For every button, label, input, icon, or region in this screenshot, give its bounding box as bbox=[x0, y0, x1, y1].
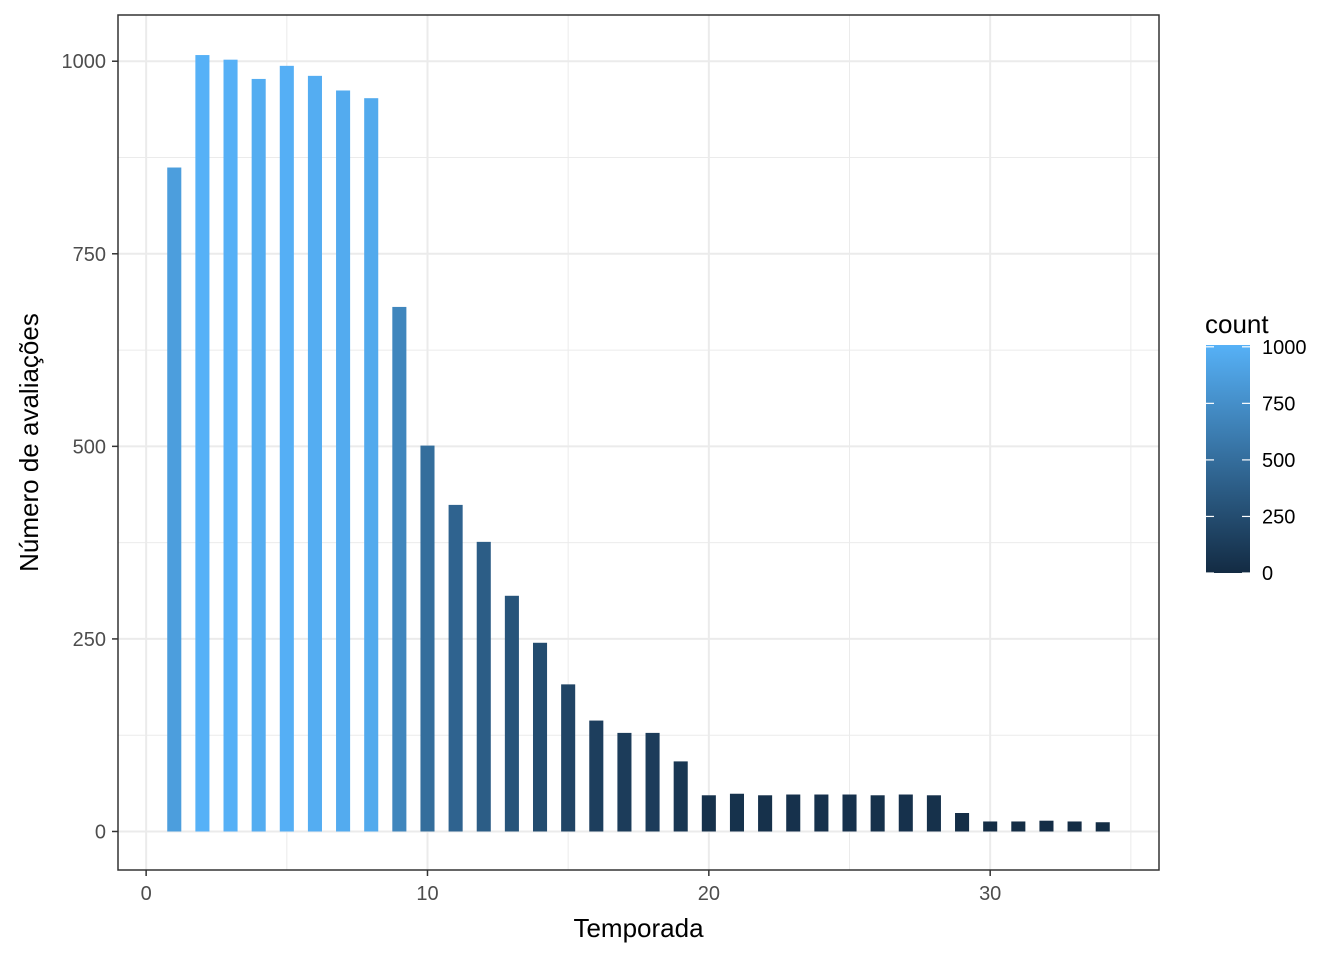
bar-temporada-15 bbox=[561, 684, 576, 832]
bar-temporada-23 bbox=[786, 794, 801, 832]
bar-temporada-8 bbox=[364, 98, 379, 832]
bar-temporada-16 bbox=[589, 720, 604, 832]
y-tick-label: 1000 bbox=[62, 51, 107, 73]
legend-label: 0 bbox=[1262, 563, 1273, 585]
bar-temporada-12 bbox=[476, 541, 491, 832]
x-axis-title: Temporada bbox=[573, 913, 704, 943]
y-axis-title: Número de avaliações bbox=[14, 313, 44, 572]
bar-temporada-3 bbox=[223, 59, 238, 832]
bar-temporada-32 bbox=[1039, 820, 1054, 832]
bar-temporada-11 bbox=[448, 504, 463, 832]
y-tick-label: 0 bbox=[95, 821, 106, 843]
bar-temporada-7 bbox=[336, 90, 351, 832]
bar-temporada-10 bbox=[420, 445, 435, 832]
bar-temporada-34 bbox=[1095, 822, 1110, 832]
bar-temporada-13 bbox=[504, 595, 519, 832]
bar-temporada-25 bbox=[842, 794, 857, 832]
bar-temporada-2 bbox=[195, 55, 210, 832]
bar-temporada-30 bbox=[983, 821, 998, 832]
bar-temporada-1 bbox=[167, 167, 182, 832]
x-tick-label: 10 bbox=[416, 883, 438, 905]
y-tick-label: 250 bbox=[73, 629, 106, 651]
bar-temporada-26 bbox=[870, 795, 885, 832]
bar-temporada-4 bbox=[251, 78, 266, 832]
bars bbox=[167, 55, 1110, 832]
legend-colorbar bbox=[1206, 345, 1250, 573]
bar-temporada-6 bbox=[307, 75, 322, 832]
bar-temporada-27 bbox=[898, 794, 913, 832]
axis-ticks: 0 10 20 30 0 250 500 750 1000 bbox=[62, 51, 1002, 905]
legend-label: 500 bbox=[1262, 450, 1295, 472]
y-tick-label: 500 bbox=[73, 436, 106, 458]
legend: count 0 250 500 750 1000 bbox=[1205, 309, 1307, 585]
legend-label: 250 bbox=[1262, 506, 1295, 528]
bar-temporada-31 bbox=[1011, 821, 1026, 832]
bar-temporada-29 bbox=[955, 813, 970, 832]
legend-label: 750 bbox=[1262, 393, 1295, 415]
bar-temporada-21 bbox=[729, 793, 745, 832]
y-tick-label: 750 bbox=[73, 244, 106, 266]
bar-temporada-22 bbox=[758, 795, 773, 832]
bar-temporada-5 bbox=[279, 65, 294, 832]
bar-temporada-24 bbox=[814, 794, 829, 832]
bar-temporada-33 bbox=[1067, 821, 1082, 832]
legend-title: count bbox=[1205, 309, 1269, 339]
legend-ticks: 0 250 500 750 1000 bbox=[1206, 337, 1307, 585]
bar-temporada-19 bbox=[673, 761, 688, 832]
grid bbox=[118, 15, 1159, 870]
panel-border bbox=[117, 14, 1160, 871]
bar-temporada-18 bbox=[645, 732, 660, 832]
bar-temporada-9 bbox=[392, 306, 407, 832]
x-tick-label: 0 bbox=[141, 883, 152, 905]
x-tick-label: 30 bbox=[979, 883, 1001, 905]
bar-temporada-20 bbox=[701, 795, 716, 832]
legend-label: 1000 bbox=[1262, 337, 1307, 359]
x-tick-label: 20 bbox=[698, 883, 720, 905]
bar-temporada-17 bbox=[617, 732, 632, 832]
bar-temporada-28 bbox=[926, 795, 941, 832]
bar-temporada-14 bbox=[532, 642, 548, 832]
